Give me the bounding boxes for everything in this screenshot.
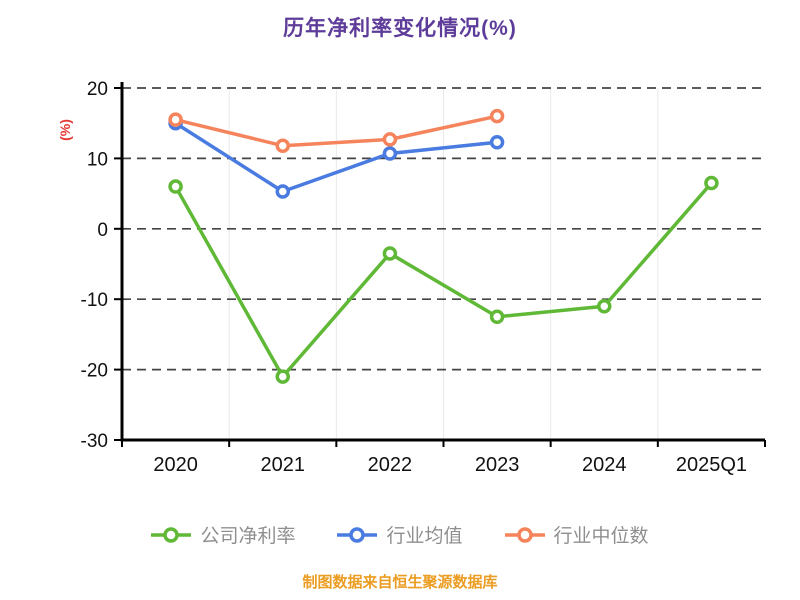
data-point[interactable] [382, 132, 398, 147]
y-tick-label: -20 [81, 361, 108, 382]
y-tick-label: -10 [81, 290, 108, 311]
y-tick-label: -30 [81, 431, 108, 452]
legend-item-1[interactable]: 行业均值 [337, 521, 463, 548]
data-point[interactable] [275, 138, 290, 153]
data-point[interactable] [704, 175, 719, 191]
legend-label: 公司净利率 [200, 526, 296, 547]
y-axis-unit-label: (%) [57, 119, 73, 141]
legend-item-0[interactable]: 公司净利率 [151, 521, 295, 548]
legend-item-2[interactable]: 行业中位数 [504, 521, 649, 548]
data-point[interactable] [275, 369, 290, 384]
data-point[interactable] [382, 246, 398, 261]
legend-marker-icon [337, 526, 378, 543]
y-tick-label: 10 [87, 149, 108, 170]
series-line-1 [173, 121, 499, 194]
data-point[interactable] [275, 184, 290, 199]
data-source-note: 制图数据来自恒生聚源数据库 [302, 574, 498, 591]
data-point[interactable] [382, 146, 398, 161]
x-tick-label: 2023 [475, 454, 520, 476]
y-tick-label: 0 [97, 220, 108, 241]
y-tick-label: 20 [87, 79, 108, 100]
series-line-0 [173, 181, 714, 379]
x-tick-label: 2022 [368, 454, 413, 476]
legend-label: 行业均值 [386, 526, 463, 547]
legend-marker-icon [504, 526, 545, 543]
data-point[interactable] [168, 112, 183, 127]
legend-marker-icon [151, 526, 192, 543]
x-tick-label: 2020 [153, 454, 198, 476]
data-point[interactable] [489, 309, 505, 325]
x-tick-label: 2025Q1 [676, 454, 747, 476]
data-point[interactable] [168, 179, 183, 194]
legend: 公司净利率 行业均值 行业中位数 [0, 521, 800, 548]
x-tick-label: 2024 [582, 454, 627, 476]
data-point[interactable] [489, 108, 505, 124]
series-line-2 [173, 114, 499, 148]
legend-label: 行业中位数 [553, 526, 649, 547]
chart-title: 历年净利率变化情况(%) [283, 17, 517, 40]
data-point[interactable] [597, 298, 612, 314]
data-point[interactable] [489, 134, 505, 150]
x-tick-label: 2021 [261, 454, 306, 476]
